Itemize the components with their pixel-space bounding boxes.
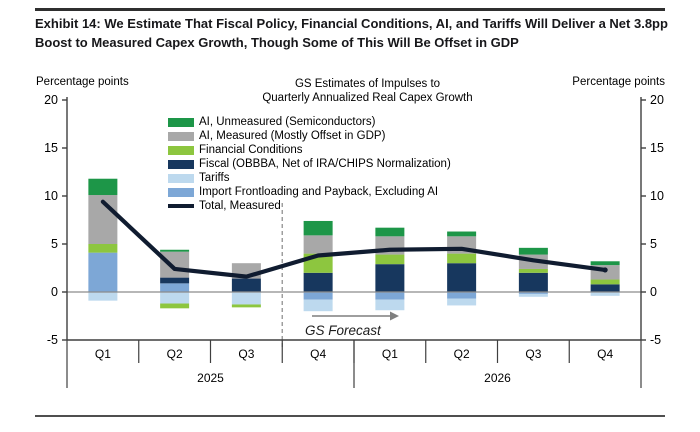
right-axis-unit-label: Percentage points (572, 76, 665, 88)
legend-color-swatch (168, 117, 194, 127)
quarter-label: Q4 (310, 347, 326, 361)
bar-segment (447, 292, 477, 299)
bar-segment (518, 247, 548, 255)
bar-segment (375, 264, 405, 292)
quarter-label: Q3 (525, 347, 541, 361)
bar-segment (518, 268, 548, 273)
bar-segment (88, 178, 118, 196)
legend-label: Financial Conditions (199, 144, 303, 156)
legend-label: Fiscal (OBBBA, Net of IRA/CHIPS Normaliz… (199, 158, 451, 170)
bar-segment (375, 227, 405, 237)
quarter-label: Q2 (454, 347, 470, 361)
chart-title: GS Estimates of Impulses to Quarterly An… (215, 77, 520, 105)
legend-item: AI, Measured (Mostly Offset in GDP) (168, 129, 451, 143)
bar-segment (518, 293, 548, 297)
bar-segment (160, 292, 190, 304)
legend-color-swatch (168, 173, 194, 183)
legend-label: AI, Unmeasured (Semiconductors) (199, 116, 376, 128)
chart-legend: AI, Unmeasured (Semiconductors) AI, Measu… (168, 115, 451, 213)
right-tick-label: 10 (650, 189, 664, 203)
bar-segment (231, 278, 261, 292)
bar-segment (375, 292, 405, 300)
legend-item: Import Frontloading and Payback, Excludi… (168, 185, 451, 199)
bar-segment (375, 299, 405, 311)
bar-segment (160, 249, 190, 252)
legend-label: AI, Measured (Mostly Offset in GDP) (199, 130, 386, 142)
legend-item: Fiscal (OBBBA, Net of IRA/CHIPS Normaliz… (168, 157, 451, 171)
bar-segment (303, 299, 333, 312)
chart-title-line2: Quarterly Annualized Real Capex Growth (262, 92, 473, 104)
left-tick-label: 5 (51, 237, 58, 251)
quarter-label: Q3 (238, 347, 254, 361)
bar-segment (160, 283, 190, 292)
bar-segment (88, 292, 118, 301)
legend-line-swatch (168, 204, 194, 208)
legend-label: Import Frontloading and Payback, Excludi… (199, 186, 439, 198)
bar-segment (160, 303, 190, 309)
legend-color-swatch (168, 131, 194, 141)
bar-segment (590, 261, 620, 266)
bar-segment (447, 231, 477, 237)
bar-segment (303, 220, 333, 236)
right-tick-label: -5 (650, 333, 661, 347)
bar-segment (88, 244, 118, 253)
left-tick-label: 10 (44, 189, 58, 203)
quarter-label: Q2 (167, 347, 183, 361)
legend-label: Tariffs (199, 172, 230, 184)
bar-segment (447, 298, 477, 306)
bar-segment (160, 251, 190, 278)
bar-segment (447, 263, 477, 292)
legend-color-swatch (168, 159, 194, 169)
bar-segment (447, 253, 477, 264)
right-tick-label: 0 (650, 285, 657, 299)
left-tick-label: 20 (44, 93, 58, 107)
exhibit-title: Exhibit 14: We Estimate That Fiscal Poli… (35, 16, 668, 50)
bar-segment (303, 292, 333, 300)
bar-segment (231, 292, 261, 305)
right-tick-label: 20 (650, 93, 664, 107)
legend-color-swatch (168, 187, 194, 197)
left-axis-unit-label: Percentage points (36, 76, 129, 88)
left-tick-label: -5 (47, 333, 58, 347)
quarter-label: Q4 (597, 347, 613, 361)
bar-segment (303, 235, 333, 254)
total-line-endpoint (602, 267, 608, 273)
bar-segment (375, 254, 405, 265)
bar-segment (518, 272, 548, 292)
quarter-label: Q1 (95, 347, 111, 361)
bottom-divider (35, 415, 665, 417)
bar-segment (303, 272, 333, 292)
year-label: 2025 (197, 371, 224, 385)
legend-item: AI, Unmeasured (Semiconductors) (168, 115, 451, 129)
right-tick-label: 5 (650, 237, 657, 251)
right-tick-label: 15 (650, 141, 664, 155)
bar-segment (590, 292, 620, 296)
bar-segment (160, 277, 190, 284)
total-line (100, 199, 608, 279)
legend-item: Financial Conditions (168, 143, 451, 157)
chart-title-line1: GS Estimates of Impulses to (294, 78, 441, 90)
bar-segment (590, 284, 620, 292)
forecast-annotation: GS Forecast (305, 323, 381, 338)
bar-segment (590, 279, 620, 285)
top-divider (35, 8, 665, 11)
left-tick-label: 0 (51, 285, 58, 299)
legend-item: Tariffs (168, 171, 451, 185)
quarter-label: Q1 (382, 347, 398, 361)
legend-color-swatch (168, 145, 194, 155)
bar-segment (88, 252, 118, 292)
bar-segment (518, 292, 548, 294)
year-label: 2026 (484, 371, 511, 385)
left-tick-label: 15 (44, 141, 58, 155)
bar-segment (231, 304, 261, 308)
legend-item: Total, Measured (168, 199, 451, 213)
forecast-arrow-head (390, 311, 399, 321)
legend-label: Total, Measured (199, 200, 281, 212)
